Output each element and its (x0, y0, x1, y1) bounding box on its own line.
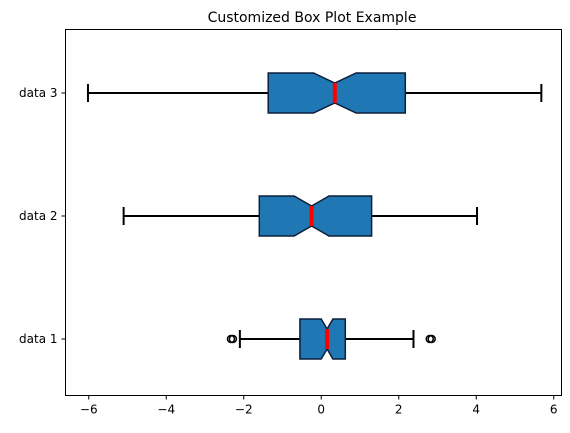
x-tick-label: 0 (317, 403, 325, 417)
box-group-1 (226, 318, 436, 360)
box-group-3 (86, 72, 543, 114)
x-tick-label: −4 (157, 403, 175, 417)
plot-area (86, 72, 543, 360)
x-tick-label: −2 (235, 403, 253, 417)
y-tick-label: data 1 (19, 332, 57, 346)
x-tick-label: 6 (550, 403, 558, 417)
box-group-2 (122, 195, 479, 237)
box-body (299, 318, 347, 360)
box-body (258, 195, 373, 237)
axes: data 1 data 2 data 3 −6 −4 −2 0 2 4 6 (19, 86, 558, 417)
outlier-point (427, 334, 436, 344)
x-tick-label: 2 (395, 403, 403, 417)
chart-title: Customized Box Plot Example (208, 10, 417, 26)
x-tick-label: −6 (80, 403, 98, 417)
y-tick-label: data 2 (19, 209, 57, 223)
outlier-point (228, 334, 238, 344)
y-tick-label: data 3 (19, 86, 57, 100)
plot-frame (65, 29, 562, 396)
x-tick-label: 4 (472, 403, 480, 417)
